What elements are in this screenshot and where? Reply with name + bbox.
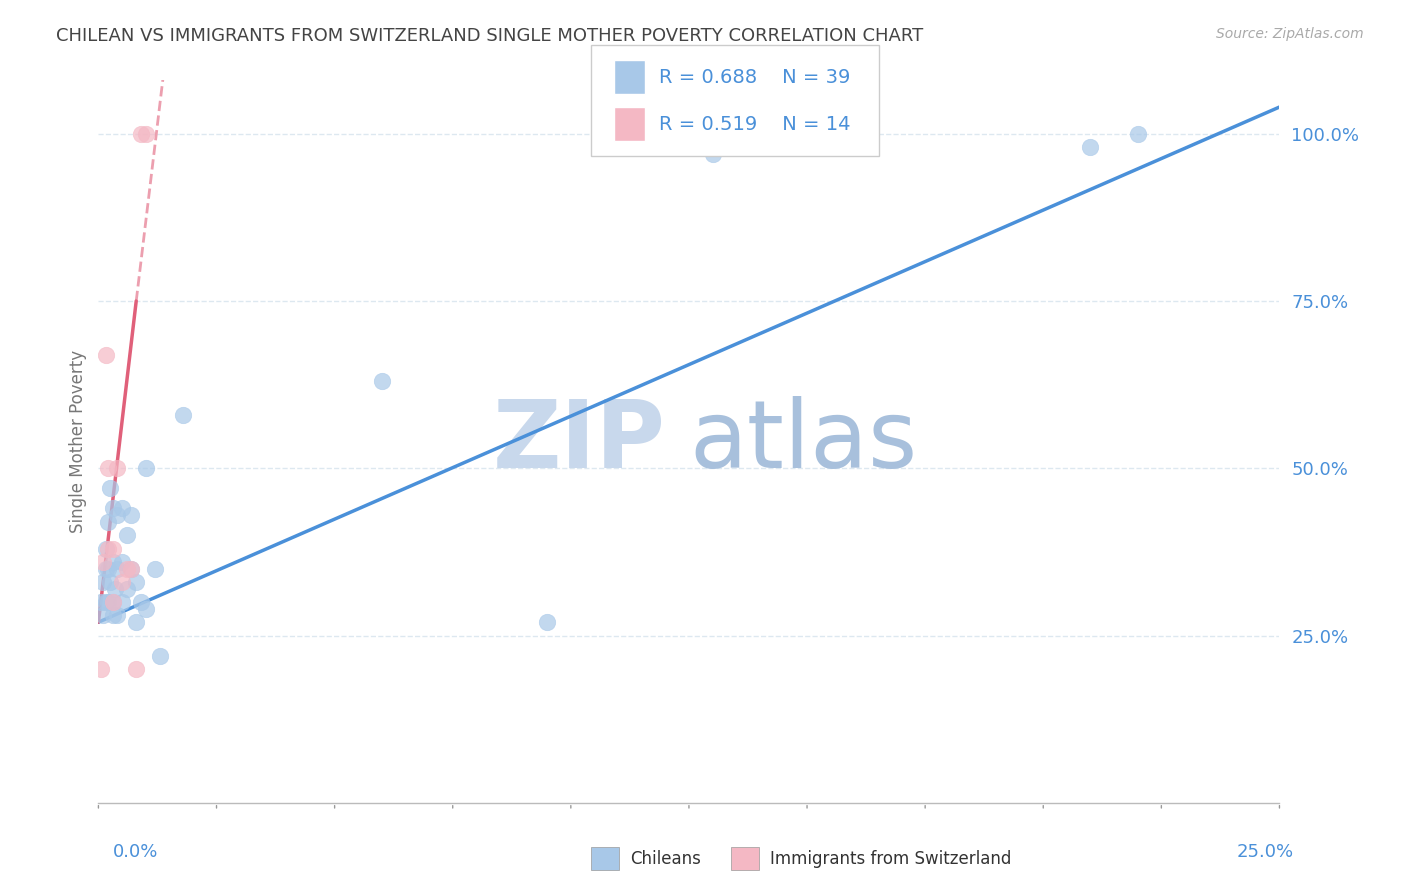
Point <box>105 508 128 523</box>
Point <box>98 482 121 496</box>
Point <box>98 575 121 590</box>
Point <box>115 582 138 596</box>
Point <box>104 582 127 596</box>
Point <box>111 501 134 516</box>
Text: Source: ZipAtlas.com: Source: ZipAtlas.com <box>1216 27 1364 41</box>
Point <box>91 575 114 590</box>
Point <box>97 461 120 475</box>
Point <box>111 595 134 609</box>
Point <box>143 562 166 576</box>
Point <box>97 541 120 556</box>
Point <box>129 595 152 609</box>
Text: ZIP: ZIP <box>492 395 665 488</box>
Point <box>97 515 120 529</box>
Point <box>125 615 148 630</box>
Point <box>536 615 558 630</box>
Y-axis label: Single Mother Poverty: Single Mother Poverty <box>69 350 87 533</box>
Point <box>125 575 148 590</box>
Point <box>105 608 128 623</box>
Point <box>97 562 120 576</box>
Point <box>111 575 134 590</box>
Point <box>115 562 138 576</box>
Text: Chileans: Chileans <box>630 849 700 868</box>
Point <box>101 608 124 623</box>
Point <box>101 555 124 569</box>
Point <box>1080 140 1102 154</box>
Point <box>121 562 143 576</box>
Point <box>135 602 157 616</box>
Point <box>101 541 124 556</box>
Point <box>149 648 172 663</box>
Point <box>371 375 394 389</box>
Point <box>121 562 143 576</box>
Point <box>135 127 157 141</box>
Point <box>121 508 143 523</box>
Text: Immigrants from Switzerland: Immigrants from Switzerland <box>770 849 1012 868</box>
Point <box>172 408 194 422</box>
Text: R = 0.688    N = 39: R = 0.688 N = 39 <box>659 68 851 87</box>
Point <box>94 541 117 556</box>
Point <box>105 562 128 576</box>
Point <box>94 562 117 576</box>
Text: atlas: atlas <box>689 395 917 488</box>
Point <box>91 555 114 569</box>
Point <box>94 348 117 362</box>
Point <box>129 127 152 141</box>
Point <box>101 595 124 609</box>
Text: 25.0%: 25.0% <box>1236 843 1294 861</box>
Point <box>105 461 128 475</box>
Point <box>702 147 724 161</box>
Point <box>135 461 157 475</box>
Point <box>1126 127 1149 141</box>
Point <box>94 595 117 609</box>
Point <box>101 595 124 609</box>
Point <box>101 501 124 516</box>
Point <box>111 555 134 569</box>
Text: 0.0%: 0.0% <box>112 843 157 861</box>
Point <box>91 608 114 623</box>
Point <box>90 662 112 676</box>
Point <box>90 595 112 609</box>
Text: R = 0.519    N = 14: R = 0.519 N = 14 <box>659 115 851 134</box>
Point <box>125 662 148 676</box>
Text: CHILEAN VS IMMIGRANTS FROM SWITZERLAND SINGLE MOTHER POVERTY CORRELATION CHART: CHILEAN VS IMMIGRANTS FROM SWITZERLAND S… <box>56 27 924 45</box>
Point <box>115 528 138 542</box>
Point <box>97 595 120 609</box>
